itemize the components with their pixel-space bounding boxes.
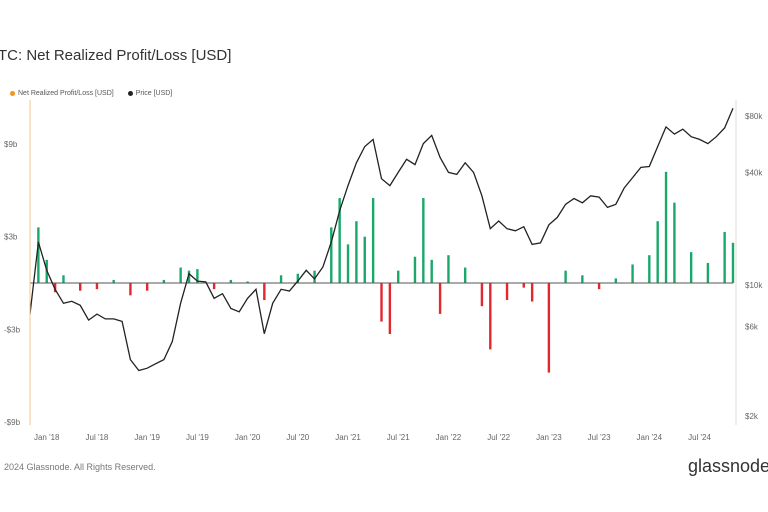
- profit-loss-bar: [489, 283, 492, 350]
- profit-loss-bar: [187, 270, 191, 283]
- x-tick-label: Jan '24: [637, 433, 663, 442]
- right-tick-label: $6k: [745, 323, 759, 332]
- legend-item-net-realized[interactable]: Net Realized Profit/Loss [USD]: [10, 90, 114, 97]
- profit-loss-bar: [648, 255, 651, 283]
- x-tick-label: Jan '20: [235, 433, 261, 442]
- profit-loss-bar: [723, 232, 726, 283]
- profit-loss-bar: [212, 283, 216, 290]
- profit-loss-bar: [631, 264, 634, 283]
- chart-title: TC: Net Realized Profit/Loss [USD]: [0, 47, 232, 64]
- profit-loss-bar: [263, 283, 266, 300]
- profit-loss-bar: [196, 269, 199, 283]
- profit-loss-bar: [614, 278, 618, 283]
- left-tick-label: $3b: [4, 233, 18, 242]
- profit-loss-bar: [129, 283, 132, 296]
- right-tick-label: $2k: [745, 412, 759, 421]
- left-axis: $9b $3b -$3b -$9b: [4, 140, 21, 427]
- profit-loss-bar: [95, 283, 99, 290]
- x-tick-label: Jan '19: [134, 433, 160, 442]
- profit-loss-bar: [296, 273, 300, 283]
- x-tick-label: Jul '18: [86, 433, 109, 442]
- profit-loss-bar: [447, 255, 450, 283]
- profit-loss-bar: [480, 283, 484, 307]
- profit-loss-bar: [581, 275, 584, 283]
- profit-loss-bar: [279, 275, 283, 283]
- legend-label: Net Realized Profit/Loss [USD]: [18, 90, 114, 97]
- profit-loss-bar: [355, 221, 358, 283]
- profit-loss-bar: [380, 283, 383, 322]
- left-tick-label: -$9b: [4, 418, 21, 427]
- profit-loss-bar: [79, 283, 82, 291]
- legend-dot-icon: [127, 91, 133, 96]
- profit-loss-bar: [371, 198, 375, 283]
- profit-loss-bar: [37, 227, 40, 283]
- left-tick-label: -$3b: [4, 325, 21, 334]
- profit-loss-bar: [346, 244, 350, 283]
- x-axis: Jan '18 Jul '18 Jan '19 Jul '19 Jan '20 Jul '…: [34, 433, 712, 442]
- profit-loss-bar: [397, 270, 400, 283]
- profit-loss-bar: [229, 279, 233, 283]
- right-tick-label: $10k: [745, 281, 763, 290]
- profit-loss-bar: [564, 270, 567, 283]
- x-tick-label: Jan '18: [34, 433, 60, 442]
- profit-loss-bar: [597, 283, 601, 290]
- profit-loss-bar: [338, 198, 341, 283]
- profit-loss-bar: [505, 283, 509, 300]
- profit-loss-bar: [430, 259, 433, 283]
- x-tick-label: Jul '23: [588, 433, 611, 442]
- profit-loss-bar: [112, 279, 115, 283]
- profit-loss-bar: [706, 262, 710, 283]
- profit-loss-bar: [664, 171, 668, 283]
- profit-loss-bars: [37, 171, 735, 373]
- profit-loss-bar: [162, 279, 166, 283]
- profit-loss-bar: [438, 283, 442, 314]
- legend-dot-icon: [10, 91, 15, 96]
- price-line: [29, 107, 734, 372]
- x-tick-label: Jul '19: [186, 433, 209, 442]
- right-tick-label: $40k: [745, 168, 763, 177]
- right-tick-label: $80k: [745, 112, 763, 121]
- profit-loss-bar: [731, 242, 735, 283]
- x-tick-label: Jul '21: [387, 433, 410, 442]
- profit-loss-bar: [313, 270, 316, 283]
- right-axis: $80k $40k $10k $6k $2k: [745, 112, 763, 421]
- profit-loss-bar: [246, 281, 249, 283]
- profit-loss-bar: [53, 283, 57, 293]
- x-tick-label: Jan '23: [536, 433, 562, 442]
- brand-logo: glassnode: [688, 456, 768, 476]
- profit-loss-bar: [145, 283, 149, 291]
- copyright: 2024 Glassnode. All Rights Reserved.: [4, 462, 156, 472]
- x-tick-label: Jan '21: [335, 433, 361, 442]
- profit-loss-bar: [673, 202, 676, 283]
- x-tick-label: Jan '22: [436, 433, 462, 442]
- profit-loss-bar: [363, 236, 366, 283]
- profit-loss-bar: [547, 283, 551, 373]
- profit-loss-bar: [689, 252, 693, 283]
- x-tick-label: Jul '20: [286, 433, 309, 442]
- legend-item-price[interactable]: Price [USD]: [127, 90, 173, 97]
- legend: Net Realized Profit/Loss [USD] Price [US…: [10, 90, 172, 97]
- x-tick-label: Jul '22: [487, 433, 510, 442]
- profit-loss-bar: [522, 283, 525, 288]
- chart-canvas: $9b $3b -$3b -$9b $80k $40k $10k $6k $2k Jan '1…: [4, 100, 763, 442]
- profit-loss-bar: [179, 267, 182, 283]
- profit-loss-bar: [388, 283, 392, 334]
- profit-loss-bar: [656, 221, 659, 283]
- profit-loss-bar: [530, 283, 534, 302]
- x-tick-label: Jul '24: [688, 433, 711, 442]
- profit-loss-bar: [330, 227, 333, 283]
- profit-loss-bar: [463, 267, 467, 283]
- profit-loss-bar: [413, 256, 417, 283]
- profit-loss-bar: [422, 198, 425, 283]
- legend-label: Price [USD]: [135, 90, 173, 97]
- profit-loss-bar: [62, 275, 65, 283]
- left-tick-label: $9b: [4, 140, 18, 149]
